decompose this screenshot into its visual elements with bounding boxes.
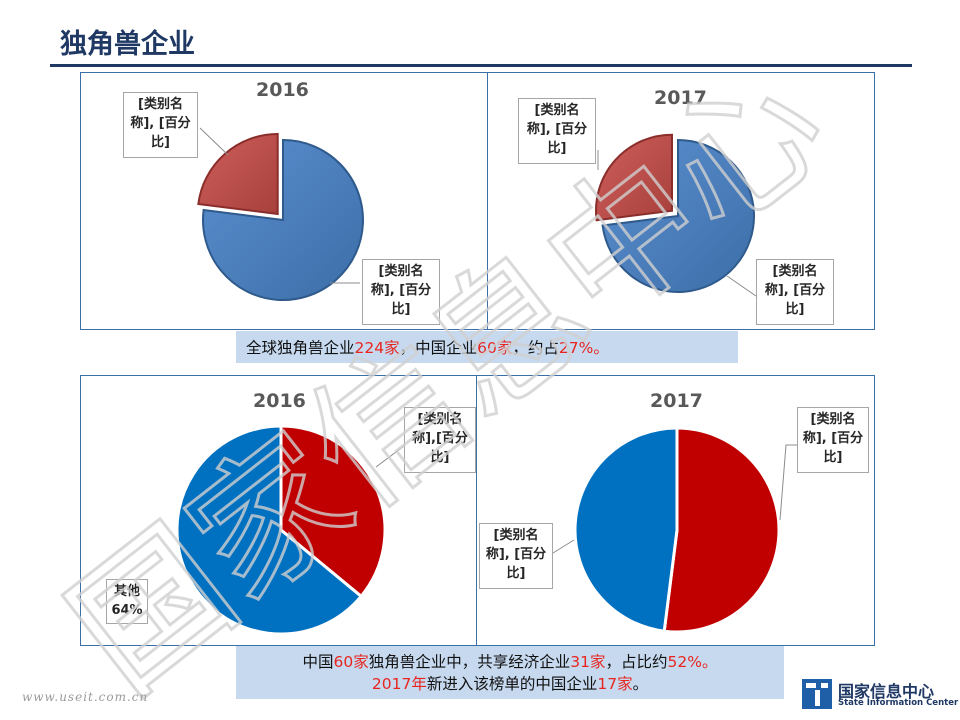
pie-slice-1-2 xyxy=(197,132,279,216)
caption-global-unicorns: 全球独角兽企业224家，中国企业60家，约占27%。 xyxy=(236,331,738,363)
pie-slice-2-2 xyxy=(595,133,673,222)
logo-text-cn: 国家信息中心 xyxy=(838,682,935,701)
chart-1-title: 2016 xyxy=(256,79,309,101)
chart-2-red-label: [类别名 称], [百分 比] xyxy=(518,98,596,164)
footer-url: www.useit.com.cn xyxy=(22,690,149,704)
sic-logo-icon xyxy=(802,679,832,709)
logo-text-en: State Information Center xyxy=(838,698,959,708)
chart-panel-2 xyxy=(487,72,875,330)
leader-lines xyxy=(199,127,797,554)
chart-4-blue-label: [类别名 称], [百分 比] xyxy=(479,523,553,589)
pie-slice-4-2 xyxy=(573,426,679,633)
chart-1-red-label: [类别名 称], [百分 比] xyxy=(123,92,198,158)
chart-3-other-label: 其他 64% xyxy=(106,579,148,624)
title-divider xyxy=(50,64,912,67)
chart-3-red-label: [类别名 称],[百分 比] xyxy=(404,407,476,473)
chart-2-blue-label: [类别名 称], [百分 比] xyxy=(756,259,834,325)
chart-3-title: 2016 xyxy=(253,390,306,412)
caption-china-unicorns: 中国60家独角兽企业中，共享经济企业31家，占比约52%。 2017年新进入该榜… xyxy=(236,646,784,699)
chart-1-blue-label: [类别名 称], [百分 比] xyxy=(362,259,440,325)
page-title: 独角兽企业 xyxy=(60,29,195,60)
chart-4-title: 2017 xyxy=(650,390,703,412)
pie-slice-3-1 xyxy=(279,424,387,599)
chart-4-red-label: [类别名 称], [百分 比] xyxy=(797,407,869,473)
pie-slice-4-1 xyxy=(662,426,781,634)
pie-slice-1-1 xyxy=(202,138,364,301)
chart-2-title: 2017 xyxy=(654,87,707,109)
pie-slice-3-2 xyxy=(175,424,364,636)
chart-panel-4 xyxy=(476,375,875,646)
pie-slice-2-1 xyxy=(601,138,755,293)
